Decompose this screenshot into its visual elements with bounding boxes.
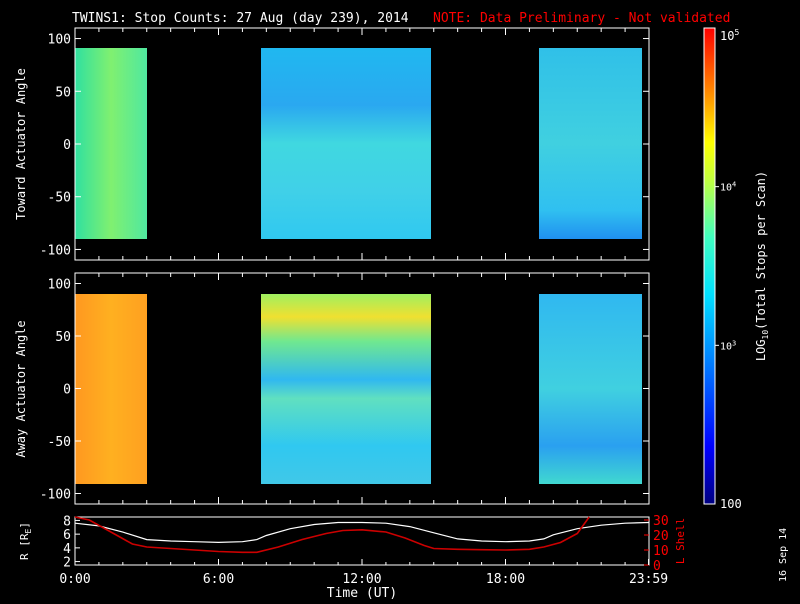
away-ytick-label-4: -100 — [40, 488, 71, 503]
orbit-r-label-sub: E — [24, 528, 33, 533]
away-ylabel: Away Actuator Angle — [14, 320, 28, 457]
orbit-xtick-label-4: 23:59 — [629, 572, 668, 587]
preliminary-note: NOTE: Data Preliminary - Not validated — [433, 11, 730, 26]
orbit-xtick-label-0: 0:00 — [59, 572, 90, 587]
orbit-right-tick-label-2: 10 — [653, 544, 669, 559]
orbit-right-tick-label-0: 30 — [653, 514, 669, 529]
colorbar-gradient — [703, 27, 716, 505]
chart-title: TWINS1: Stop Counts: 27 Aug (day 239), 2… — [72, 11, 409, 26]
away-ytick-label-3: -50 — [48, 435, 71, 450]
toward-block-1 — [75, 48, 147, 239]
orbit-lines — [74, 516, 650, 554]
date-stamp: 16 Sep 14 — [778, 528, 789, 582]
toward-ytick-label-0: 100 — [48, 33, 71, 48]
orbit-xlabel: Time (UT) — [327, 586, 397, 600]
colorbar-top-base: 10 — [720, 29, 734, 43]
orbit-r-label-close: ] — [18, 522, 31, 529]
orbit-series-r — [74, 521, 650, 544]
toward-ytick-label-3: -50 — [48, 191, 71, 206]
orbit-left-tick-label-2: 4 — [63, 542, 71, 557]
away-block-3 — [539, 294, 642, 484]
colorbar-bottom-label: 100 — [720, 497, 742, 511]
orbit-left-tick-label-0: 8 — [63, 514, 71, 529]
colorbar-title-prefix: LOG — [754, 339, 768, 361]
orbit-xtick-label-3: 18:00 — [486, 572, 525, 587]
orbit-series-lshell — [74, 516, 590, 554]
toward-ytick-label-4: -100 — [40, 243, 71, 258]
away-ytick-label-0: 100 — [48, 278, 71, 293]
orbit-right-tick-label-3: 0 — [653, 559, 661, 574]
orbit-xtick-label-1: 6:00 — [203, 572, 234, 587]
orbit-left-tick-label-3: 2 — [63, 556, 71, 571]
orbit-lshell-label: L Shell — [674, 518, 687, 564]
colorbar-tick-label-1: 103 — [720, 339, 736, 352]
orbit-right-tick-label-1: 20 — [653, 529, 669, 544]
orbit-left-tick-label-1: 6 — [63, 528, 71, 543]
colorbar-top-label: 105 — [720, 28, 739, 43]
colorbar-title-sub: 10 — [761, 330, 770, 340]
orbit-r-label: R [RE] — [18, 522, 33, 560]
away-y-axis: 100 50 0 -50 -100 — [40, 273, 649, 504]
toward-block-2 — [261, 48, 431, 239]
away-ytick-label-1: 50 — [55, 330, 71, 345]
orbit-xtick-label-2: 12:00 — [342, 572, 381, 587]
orbit-r-label-main: R [R — [18, 533, 31, 560]
toward-ytick-label-2: 0 — [63, 138, 71, 153]
away-ytick-label-2: 0 — [63, 383, 71, 398]
toward-ytick-label-1: 50 — [55, 85, 71, 100]
colorbar-ticks: 104 103 — [715, 181, 736, 352]
away-block-2 — [261, 294, 431, 484]
toward-y-axis: 100 50 0 -50 -100 — [40, 28, 649, 260]
toward-panel: 100 50 0 -50 -100 Toward Actuator Angle — [14, 27, 650, 261]
toward-block-3 — [539, 48, 642, 239]
colorbar-title: LOG10(Total Stops per Scan) — [754, 171, 770, 361]
colorbar-top-exp: 5 — [734, 28, 739, 37]
away-block-1 — [75, 294, 147, 484]
away-panel: 100 50 0 -50 -100 Away Actuator Angle — [14, 272, 650, 505]
toward-ylabel: Toward Actuator Angle — [14, 68, 28, 220]
colorbar-tick-label-0: 104 — [720, 181, 736, 194]
colorbar-title-suffix: (Total Stops per Scan) — [754, 171, 768, 330]
